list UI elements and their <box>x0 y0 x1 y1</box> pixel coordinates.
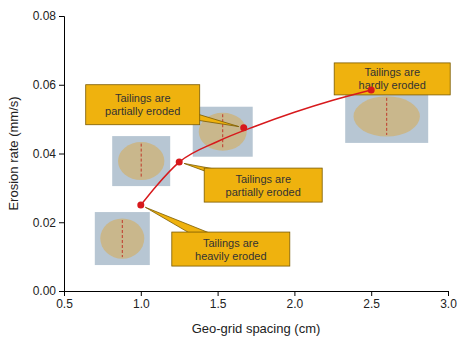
x-tick: 1.0 <box>133 291 150 311</box>
callout-box <box>172 232 290 266</box>
x-tick: 2.0 <box>287 291 304 311</box>
photos <box>95 90 428 265</box>
x-axis-line <box>65 292 449 297</box>
callout-text-line: Tailings are <box>203 237 259 249</box>
callout-text-line: Tailings are <box>235 173 291 185</box>
fit-line <box>141 90 371 205</box>
x-tick-label: 3.0 <box>440 297 457 311</box>
callout: Tailings areheavily eroded <box>145 207 290 266</box>
annotations: Tailings areheavily erodedTailings arepa… <box>86 63 450 266</box>
photo-grid <box>222 114 223 149</box>
x-tick: 2.5 <box>363 291 380 311</box>
y-tick-mark <box>59 16 64 17</box>
photo <box>345 90 428 143</box>
callout-text-line: heavily eroded <box>195 250 267 262</box>
x-tick-label: 2.0 <box>287 297 304 311</box>
y-tick-mark <box>59 154 64 155</box>
photo-grid <box>141 144 142 179</box>
callout-text: Tailings areheavily eroded <box>195 237 267 262</box>
y-tick-label: 0.02 <box>33 216 57 230</box>
callout-box <box>334 63 450 95</box>
y-tick-mark <box>59 291 64 292</box>
x-tick: 0.5 <box>56 291 73 311</box>
y-tick: 0.00 <box>33 284 64 298</box>
y-tick-label: 0.00 <box>33 284 57 298</box>
y-axis-title: Erosion rate (mm/s) <box>6 96 21 210</box>
x-axis-title: Geo-grid spacing (cm) <box>192 321 321 336</box>
callout-text-line: partially eroded <box>226 186 301 198</box>
photo-sample <box>118 142 164 180</box>
callout-text-line: Tailings are <box>115 92 171 104</box>
x-tick-mark <box>218 291 219 296</box>
x-tick: 3.0 <box>440 291 457 311</box>
chart: 0.5 1.0 1.5 2.0 2.5 3.0 0.00 0.02 0.04 0.06 0.08 Ge… <box>0 0 474 355</box>
callout-text: Tailings arepartially eroded <box>105 92 180 117</box>
y-tick-mark <box>59 222 64 223</box>
callout-text: Tailings arepartially eroded <box>226 173 301 198</box>
x-tick-mark <box>448 291 449 296</box>
callout: Tailings arepartially eroded <box>184 163 322 202</box>
y-tick-label: 0.06 <box>33 78 57 92</box>
photo <box>95 212 150 265</box>
callout: Tailings arepartially eroded <box>86 85 239 127</box>
x-tick-mark <box>294 291 295 296</box>
y-tick-label: 0.08 <box>33 9 57 23</box>
x-tick-label: 2.5 <box>363 297 380 311</box>
y-axis-line <box>59 17 65 292</box>
x-axis: 0.5 1.0 1.5 2.0 2.5 3.0 <box>56 291 457 311</box>
photo-grid <box>122 220 123 257</box>
x-tick-label: 0.5 <box>56 297 73 311</box>
y-axis: 0.00 0.02 0.04 0.06 0.08 <box>33 9 65 298</box>
x-tick-mark <box>371 291 372 296</box>
y-tick-label: 0.04 <box>33 147 57 161</box>
y-tick: 0.04 <box>33 147 64 161</box>
y-tick-mark <box>59 85 64 86</box>
callout-box <box>204 168 322 202</box>
callout-text-line: Tailings are <box>364 66 420 78</box>
callout: Tailings arehardly eroded <box>334 63 450 95</box>
callout-box <box>86 85 200 125</box>
photo-sample <box>354 96 420 136</box>
x-tick: 1.5 <box>210 291 227 311</box>
x-tick-mark <box>141 291 142 296</box>
callout-text-line: partially eroded <box>105 105 180 117</box>
marks <box>137 86 374 208</box>
photo-grid <box>386 98 387 135</box>
photo-sample <box>100 218 144 258</box>
y-tick: 0.02 <box>33 216 64 230</box>
x-tick-label: 1.5 <box>210 297 227 311</box>
y-tick: 0.06 <box>33 78 64 92</box>
photo <box>112 136 170 186</box>
y-tick: 0.08 <box>33 9 64 23</box>
x-tick-label: 1.0 <box>133 297 150 311</box>
